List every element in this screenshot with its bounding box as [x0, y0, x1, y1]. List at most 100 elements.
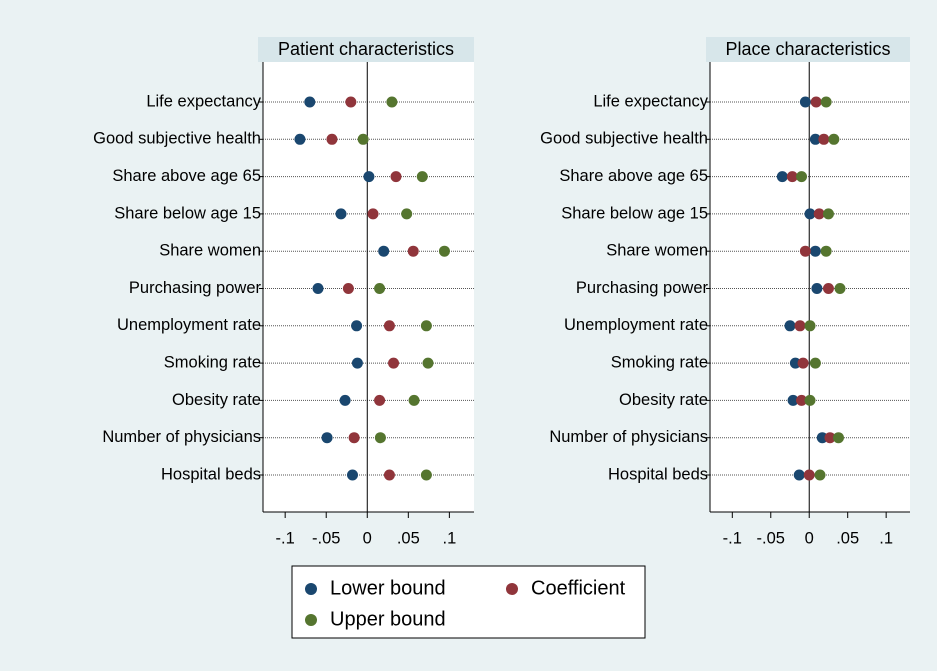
dot [326, 133, 338, 145]
dot [378, 245, 390, 257]
x-tick-label: -.1 [276, 529, 295, 547]
y-tick-label: Smoking rate [164, 353, 261, 371]
dot [390, 171, 402, 183]
dot [383, 469, 395, 481]
x-tick-label: .1 [879, 529, 893, 547]
dot [335, 208, 347, 220]
x-tick-label: .05 [397, 529, 420, 547]
dot [374, 394, 386, 406]
legend-label: Coefficient [531, 577, 626, 599]
x-tick-label: -.05 [312, 529, 340, 547]
dot [814, 469, 826, 481]
dot [804, 208, 816, 220]
dot [346, 469, 358, 481]
legend-marker [305, 614, 317, 626]
y-tick-label: Purchasing power [576, 279, 709, 297]
y-tick-label: Share above age 65 [112, 167, 261, 185]
y-tick-label: Hospital beds [161, 465, 261, 483]
dot [809, 133, 821, 145]
y-tick-label: Smoking rate [611, 353, 708, 371]
dot [809, 357, 821, 369]
dot [832, 432, 844, 444]
y-tick-label: Life expectancy [593, 92, 708, 110]
dot [383, 320, 395, 332]
dot [422, 357, 434, 369]
y-tick-label: Obesity rate [619, 391, 708, 409]
dot [420, 469, 432, 481]
dot [321, 432, 333, 444]
dot [804, 394, 816, 406]
dot [786, 171, 798, 183]
dot [810, 96, 822, 108]
y-tick-label: Share women [606, 242, 708, 260]
y-tick-label: Good subjective health [93, 130, 261, 148]
plot-area [710, 62, 910, 512]
dot [822, 283, 834, 294]
dot [793, 469, 805, 481]
panel-title: Place characteristics [725, 39, 890, 59]
dot [408, 394, 420, 406]
dot [294, 133, 306, 145]
y-tick-label: Hospital beds [608, 465, 708, 483]
legend-marker [506, 583, 518, 595]
y-tick-label: Unemployment rate [117, 316, 261, 334]
dot [834, 283, 846, 294]
y-tick-label: Good subjective health [540, 130, 708, 148]
y-tick-label: Unemployment rate [564, 316, 708, 334]
dot [809, 245, 821, 257]
dot [811, 283, 823, 294]
y-tick-label: Number of physicians [549, 428, 708, 446]
dot [820, 245, 832, 257]
dot [822, 208, 834, 220]
dot [828, 133, 840, 145]
dot [374, 283, 386, 294]
dot [789, 357, 801, 369]
legend-label: Lower bound [330, 577, 446, 599]
dot [374, 432, 386, 444]
x-tick-label: .05 [836, 529, 859, 547]
dot [363, 171, 375, 183]
legend-label: Upper bound [330, 608, 446, 630]
dot [407, 245, 419, 257]
dot [367, 208, 379, 220]
dot [784, 320, 796, 332]
dot [797, 357, 809, 369]
y-tick-label: Purchasing power [129, 279, 262, 297]
x-tick-label: .1 [442, 529, 456, 547]
dot [312, 283, 324, 294]
x-tick-label: 0 [805, 529, 814, 547]
dot [357, 133, 369, 145]
dot [386, 96, 398, 108]
panel-title: Patient characteristics [278, 39, 454, 59]
dot [304, 96, 316, 108]
dot [820, 96, 832, 108]
dot [799, 96, 811, 108]
dot [818, 133, 830, 145]
y-tick-label: Life expectancy [146, 92, 261, 110]
dot [816, 432, 828, 444]
dot [416, 171, 428, 183]
y-tick-label: Share below age 15 [114, 204, 261, 222]
legend-marker [305, 583, 317, 595]
legend-box [291, 565, 646, 639]
plot-area [263, 62, 474, 512]
dot [438, 245, 450, 257]
dot [804, 320, 816, 332]
dot [351, 320, 363, 332]
dot [787, 394, 799, 406]
dot [824, 432, 836, 444]
dot [348, 432, 360, 444]
dot [799, 245, 811, 257]
dot [339, 394, 351, 406]
x-tick-label: -.05 [757, 529, 785, 547]
x-tick-label: 0 [363, 529, 372, 547]
dot [420, 320, 432, 332]
dot [796, 394, 808, 406]
dot [813, 208, 825, 220]
dot [388, 357, 400, 369]
dot [342, 283, 354, 294]
title-band [258, 37, 474, 62]
dot [351, 357, 363, 369]
dot [345, 96, 357, 108]
